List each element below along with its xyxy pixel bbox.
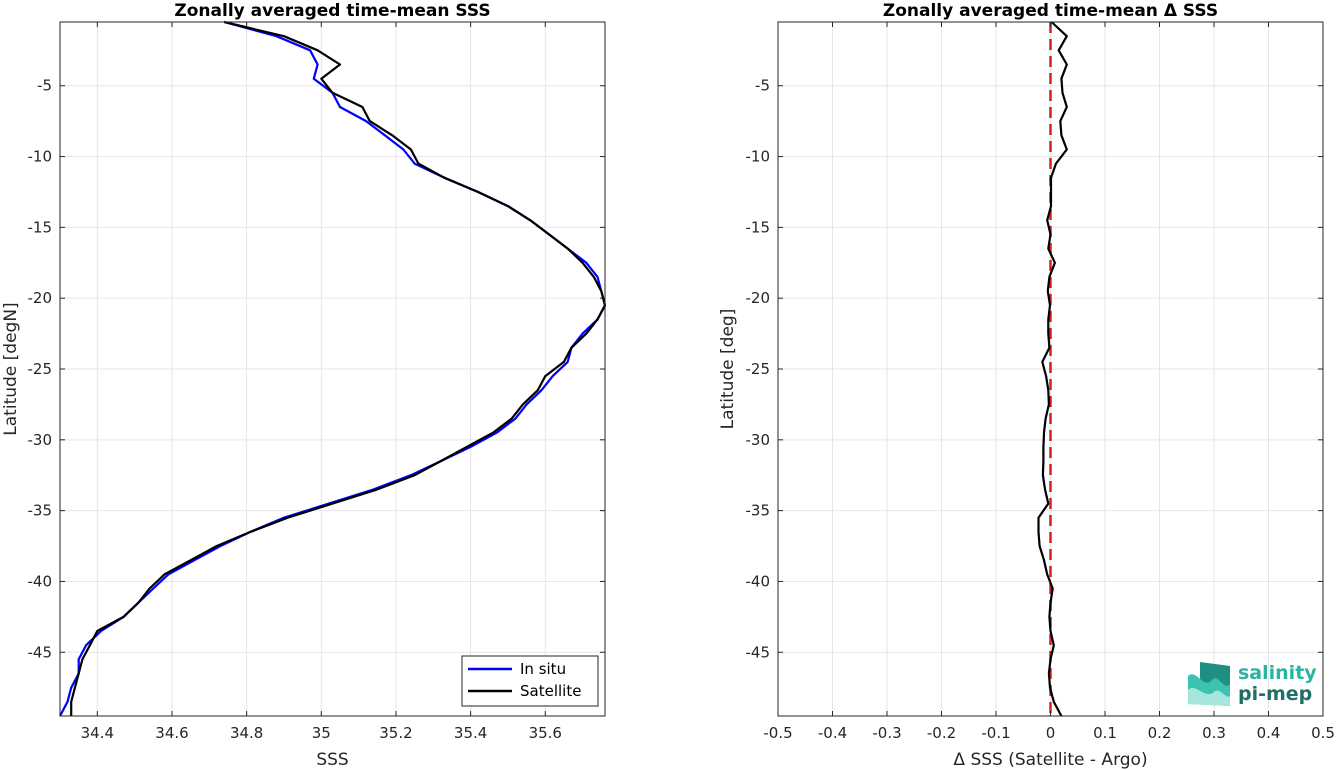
legend-box [461, 655, 599, 707]
delta-sss-y-axis-label: Latitude [deg] [718, 309, 738, 430]
x-tick-label: 35.6 [529, 724, 562, 742]
delta-sss-x-axis-label: Δ SSS (Satellite - Argo) [953, 750, 1147, 770]
x-tick-label: 0.2 [1148, 724, 1172, 742]
y-tick-label: -15 [746, 218, 771, 236]
x-tick-label: -0.5 [763, 724, 792, 742]
y-tick-label: -15 [28, 218, 53, 236]
y-tick-label: -25 [746, 360, 771, 378]
x-tick-label: -0.1 [981, 724, 1010, 742]
x-tick-label: 0.5 [1311, 724, 1335, 742]
x-tick-label: -0.2 [927, 724, 956, 742]
x-tick-label: 0.3 [1202, 724, 1226, 742]
x-tick-label: 0 [1046, 724, 1056, 742]
x-tick-label: -0.3 [872, 724, 901, 742]
x-tick-label: 35.4 [454, 724, 487, 742]
legend-label-satellite: Satellite [520, 682, 581, 700]
sss-chart: 34.4 34.6 34.8 35 35.2 35.4 35.6 -5 -10 -15 -20 -25… [1, 1, 607, 770]
y-tick-label: -20 [746, 289, 771, 307]
series-line-satellite [70, 20, 607, 716]
sss-x-axis-label: SSS [316, 750, 348, 770]
delta-sss-ticks: -0.5 -0.4 -0.3 -0.2 -0.1 0 0.1 0.2 0.3 0.4 0.5 -5 -1… [746, 22, 1335, 742]
series-line-satellite-argo [1037, 21, 1068, 717]
x-tick-label: 34.4 [81, 724, 114, 742]
y-tick-label: -45 [746, 643, 771, 661]
x-tick-label: 35.2 [379, 724, 412, 742]
y-tick-label: -40 [746, 572, 771, 590]
y-tick-label: -20 [28, 289, 53, 307]
y-tick-label: -25 [28, 360, 53, 378]
y-tick-label: -5 [755, 77, 770, 95]
delta-sss-chart: -0.5 -0.4 -0.3 -0.2 -0.1 0 0.1 0.2 0.3 0.4 0.5 -5 -1… [718, 1, 1335, 770]
x-tick-label: 35 [312, 724, 331, 742]
y-tick-label: -10 [746, 148, 771, 166]
delta-sss-chart-title: Zonally averaged time-mean Δ SSS [883, 1, 1218, 21]
x-tick-label: 34.6 [155, 724, 188, 742]
sss-grid [60, 22, 605, 716]
x-tick-label: 34.8 [230, 724, 263, 742]
logo-text-pi-mep: pi-mep [1238, 683, 1312, 705]
sss-y-axis-label: Latitude [degN] [1, 302, 21, 435]
y-tick-label: -30 [746, 431, 771, 449]
sss-series-lines [59, 20, 607, 717]
y-tick-label: -30 [28, 431, 53, 449]
y-tick-label: -45 [28, 643, 53, 661]
sss-chart-title: Zonally averaged time-mean SSS [174, 1, 490, 21]
y-tick-label: -35 [746, 502, 771, 520]
x-tick-label: 0.1 [1093, 724, 1117, 742]
sss-legend: In situ Satellite [461, 655, 599, 707]
y-tick-label: -5 [37, 77, 52, 95]
logo-text-salinity: salinity [1238, 662, 1317, 684]
y-tick-label: -35 [28, 502, 53, 520]
legend-label-in-situ: In situ [520, 660, 566, 678]
x-tick-label: 0.4 [1257, 724, 1281, 742]
x-tick-label: -0.4 [818, 724, 847, 742]
delta-sss-series-lines [1037, 21, 1068, 717]
sss-ticks: 34.4 34.6 34.8 35 35.2 35.4 35.6 -5 -10 -15 -20 -25… [28, 22, 605, 742]
y-tick-label: -10 [28, 148, 53, 166]
salinity-wave-logo-icon [1188, 662, 1230, 706]
y-tick-label: -40 [28, 572, 53, 590]
salinity-pi-mep-logo: salinity pi-mep [1188, 662, 1317, 706]
